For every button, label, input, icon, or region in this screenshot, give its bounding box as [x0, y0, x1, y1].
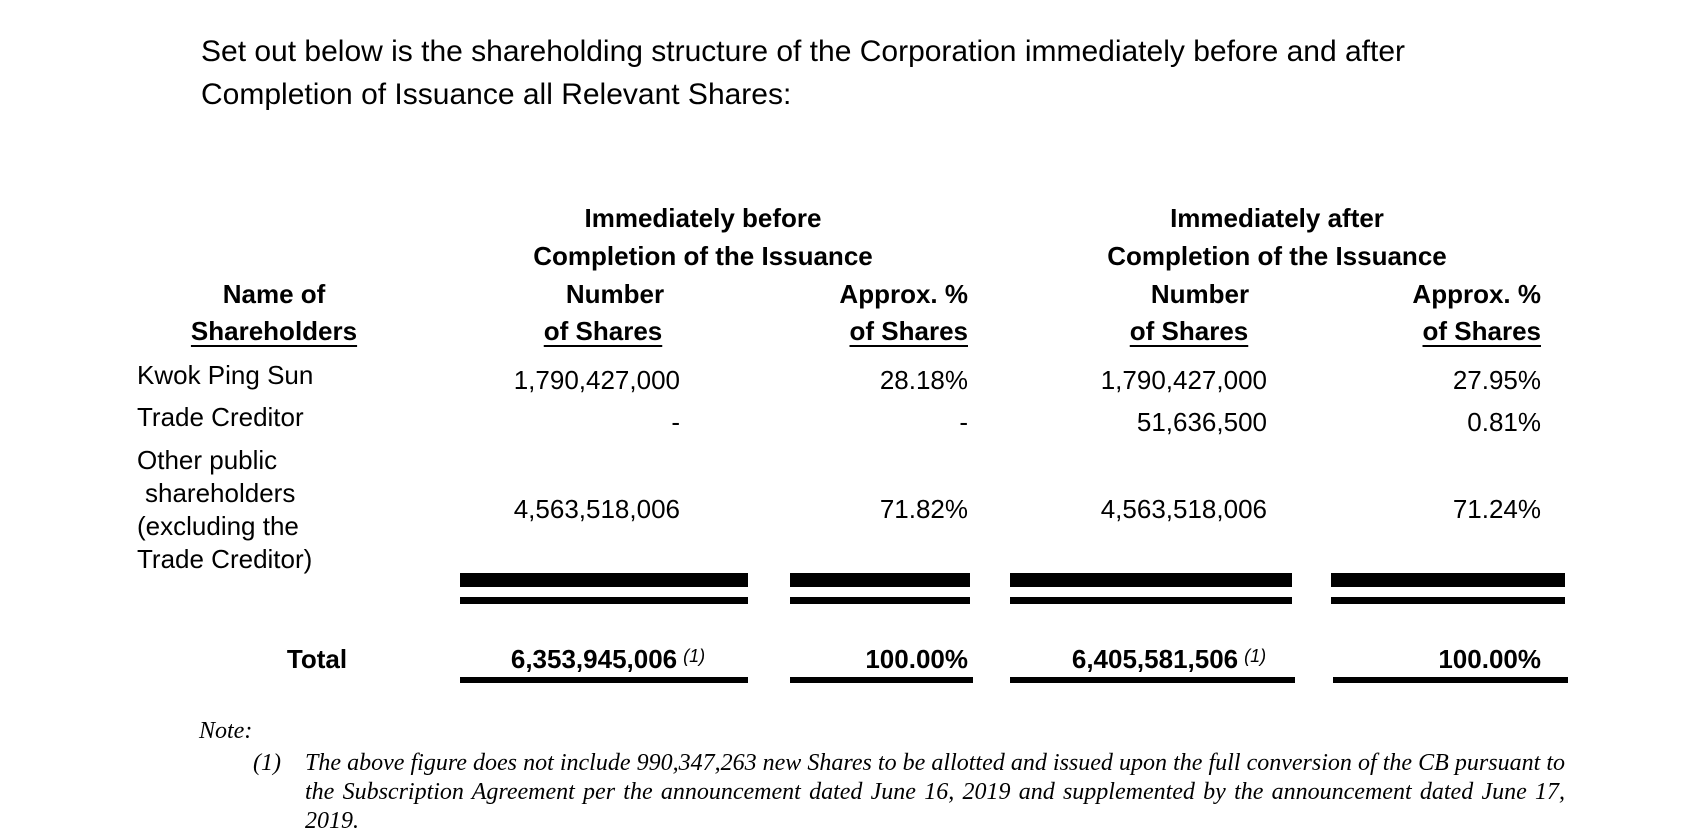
row-after-number: 4,563,518,006 — [1100, 494, 1267, 524]
rule-thin-after-number — [1010, 597, 1292, 604]
row-after-pct: 0.81% — [1467, 407, 1541, 437]
total-after-number: 6,405,581,506 (1) — [1072, 644, 1266, 677]
total-after-number-value: 6,405,581,506 — [1071, 644, 1239, 674]
row-after-pct: 71.24% — [1452, 494, 1541, 524]
row-after-pct: 27.95% — [1452, 365, 1541, 395]
row-after-number: 1,790,427,000 — [1100, 365, 1267, 395]
rule-thin-before-pct — [790, 597, 970, 604]
total-after-pct: 100.00% — [1438, 644, 1541, 674]
total-rule-before-pct — [790, 677, 973, 683]
row-name: Kwok Ping Sun — [137, 360, 314, 390]
col-header-name-line2: Shareholders — [190, 316, 358, 346]
total-before-note-ref: (1) — [683, 646, 706, 666]
col-header-after-number-line1: Number — [1150, 279, 1250, 309]
col-header-before-number-line1: Number — [565, 279, 665, 309]
row-name: Trade Creditor — [137, 402, 304, 432]
group-header-before-line1: Immediately before — [584, 203, 822, 233]
rule-thick-after-number — [1010, 573, 1292, 587]
col-header-after-pct-line1: Approx. % — [1412, 279, 1541, 309]
row-before-number: 4,563,518,006 — [513, 494, 680, 524]
row-after-number: 51,636,500 — [1136, 407, 1267, 437]
row-name-line4: Trade Creditor) — [137, 544, 313, 574]
row-before-number: - — [671, 407, 680, 437]
col-header-name-line1: Name of — [222, 279, 326, 309]
col-header-before-pct-line2: of Shares — [849, 316, 969, 346]
total-label: Total — [286, 644, 348, 674]
row-before-number: 1,790,427,000 — [513, 365, 680, 395]
total-before-number-value: 6,353,945,006 — [510, 644, 678, 674]
row-name-line1: Other public — [137, 445, 278, 475]
row-before-pct: 28.18% — [879, 365, 968, 395]
group-header-after-line1: Immediately after — [1170, 203, 1384, 233]
total-after-note-ref: (1) — [1244, 646, 1267, 666]
col-header-before-number-line2: of Shares — [543, 316, 663, 346]
col-header-before-pct-line1: Approx. % — [839, 279, 968, 309]
total-rule-after-number — [1010, 677, 1295, 683]
row-name-line3: (excluding the — [137, 511, 299, 541]
note-number: (1) — [253, 750, 281, 776]
col-header-after-pct-line2: of Shares — [1422, 316, 1542, 346]
rule-thick-before-pct — [790, 573, 970, 587]
rule-thick-before-number — [460, 573, 748, 587]
group-header-after-line2: Completion of the Issuance — [1107, 241, 1447, 271]
total-rule-after-pct — [1333, 677, 1568, 683]
row-before-pct: - — [959, 407, 968, 437]
note-text: The above figure does not include 990,34… — [305, 750, 1565, 834]
rule-thick-after-pct — [1331, 573, 1565, 587]
intro-paragraph: Set out below is the shareholding struct… — [201, 35, 1406, 111]
rule-thin-before-number — [460, 597, 748, 604]
rule-thin-after-pct — [1331, 597, 1565, 604]
col-header-after-number-line2: of Shares — [1129, 316, 1249, 346]
total-before-number: 6,353,945,006 (1) — [511, 644, 705, 677]
total-rule-before-number — [460, 677, 748, 683]
note-label: Note: — [199, 718, 253, 744]
row-name-line2: shareholders — [145, 478, 296, 508]
group-header-before-line2: Completion of the Issuance — [533, 241, 873, 271]
row-before-pct: 71.82% — [879, 494, 968, 524]
total-before-pct: 100.00% — [865, 644, 968, 674]
